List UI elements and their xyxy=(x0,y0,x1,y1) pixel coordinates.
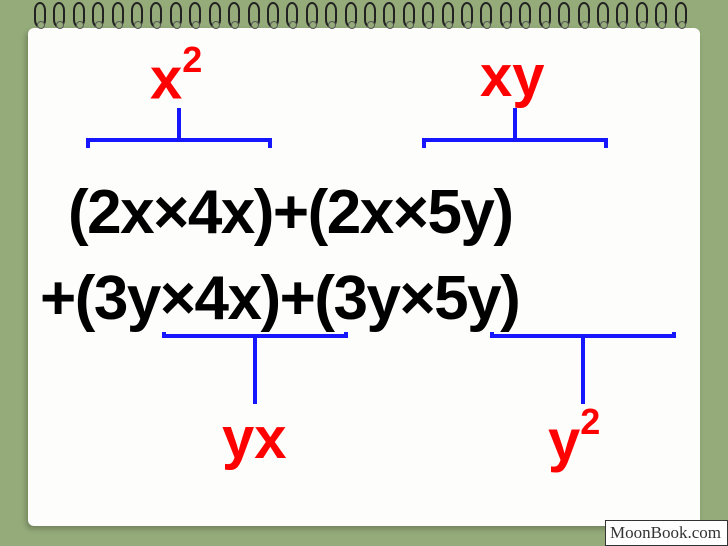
bracket-bottom-left xyxy=(158,332,352,410)
bracket-bottom-right xyxy=(486,332,680,410)
watermark-text: MoonBook.com xyxy=(610,523,721,542)
bracket-top-right xyxy=(418,100,612,148)
equation-line-1: (2x×4x)+(2x×5y) xyxy=(68,182,513,244)
diagram-content: x2 xy (2x×4x)+(2x×5y) +(3y×4x)+(3y×5y) y… xyxy=(0,0,728,546)
label-yx: yx xyxy=(222,410,287,468)
equation-line-2: +(3y×4x)+(3y×5y) xyxy=(40,268,519,330)
watermark: MoonBook.com xyxy=(605,520,728,546)
bracket-top-left xyxy=(82,100,276,148)
label-y-squared: y2 xyxy=(548,410,600,470)
label-xy: xy xyxy=(480,48,545,106)
